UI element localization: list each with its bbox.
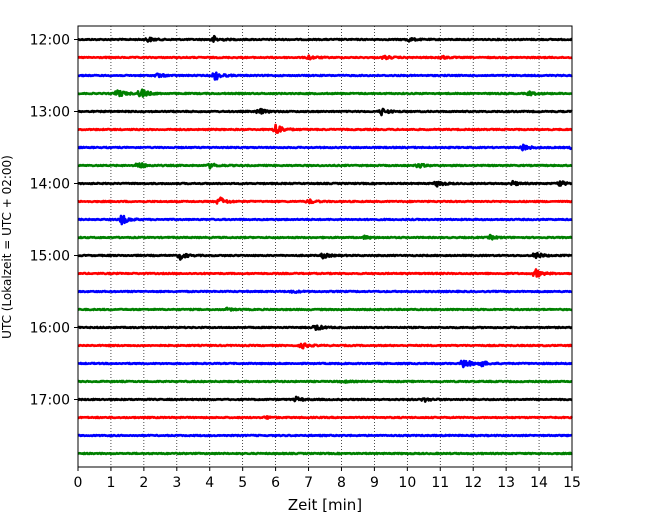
x-tick-label: 9 [370,475,379,491]
trace-line [77,71,573,81]
trace-line [77,359,573,369]
x-tick-label: 5 [238,475,247,491]
trace-line [77,107,573,117]
x-tick-label: 6 [271,475,280,491]
seismic-traces [77,34,574,456]
trace-line [77,433,573,438]
y-axis-ticks: 12:00 13:00 14:00 15:00 16:00 17:00 [30,33,78,409]
trace-line [77,415,574,420]
trace-line [77,324,573,332]
x-tick-label: 4 [205,475,214,491]
trace-line [77,214,573,226]
trace-line [77,268,573,278]
y-tick-label: 15:00 [30,249,70,265]
y-tick-label: 12:00 [30,33,70,49]
trace-line [77,179,573,188]
x-tick-label: 1 [106,475,115,491]
plot-frame [77,25,573,468]
trace-line [77,54,573,61]
trace-line [77,251,573,261]
trace-line [77,289,573,294]
trace-line [77,233,573,241]
x-tick-label: 14 [530,475,548,491]
x-tick-label: 12 [464,475,482,491]
trace-line [77,395,573,403]
trace-line [77,196,573,205]
trace-line [77,88,573,98]
x-tick-label: 8 [337,475,346,491]
trace-line [77,451,573,456]
trace-line [77,34,573,43]
trace-line [77,306,573,312]
y-tick-label: 13:00 [30,105,70,121]
trace-line [77,162,573,170]
x-axis-ticks: 0 1 2 3 4 5 6 7 8 9 10 11 12 13 14 15 [74,467,581,491]
y-axis-label: UTC (Lokalzeit = UTC + 02:00) [0,155,14,339]
trace-line [77,143,573,152]
x-tick-label: 13 [497,475,515,491]
x-tick-label: 3 [172,475,181,491]
trace-line [77,342,573,350]
x-tick-label: 15 [563,475,581,491]
x-tick-label: 0 [74,475,83,491]
y-tick-label: 17:00 [30,393,70,409]
x-tick-label: 7 [304,475,313,491]
x-tick-label: 10 [398,475,416,491]
x-axis-label: Zeit [min] [288,496,362,514]
x-tick-label: 11 [431,475,449,491]
trace-line [77,379,573,384]
y-tick-label: 16:00 [30,321,70,337]
trace-line [77,123,573,134]
x-tick-label: 2 [139,475,148,491]
y-tick-label: 14:00 [30,177,70,193]
